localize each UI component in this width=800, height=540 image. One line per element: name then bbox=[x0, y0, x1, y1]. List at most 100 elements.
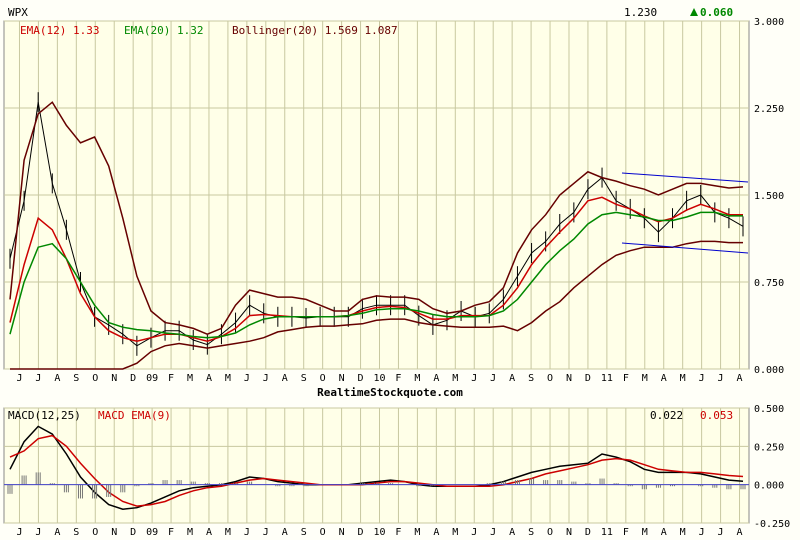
macd-panel: MACD(12,25) MACD EMA(9) 0.022 0.053 0.50… bbox=[3, 404, 790, 538]
macd-month-label: N bbox=[339, 527, 345, 538]
macd-month-label: A bbox=[509, 527, 515, 538]
macd-y-axis: 0.500 0.250 0.000 -0.250 bbox=[754, 404, 790, 530]
macd-month-label: D bbox=[358, 527, 364, 538]
price-month-label: O bbox=[547, 373, 553, 384]
price-bollinger-upper-line bbox=[9, 101, 744, 336]
macd-month-label: 11 bbox=[601, 527, 613, 538]
price-month-label: 11 bbox=[601, 373, 613, 384]
price-month-label: J bbox=[263, 373, 269, 384]
macd-y-tick-label: 0.000 bbox=[754, 481, 784, 492]
price-month-label: M bbox=[642, 373, 648, 384]
price-bollinger-lower-line bbox=[10, 240, 743, 370]
ticker-label: WPX bbox=[8, 6, 28, 19]
macd-ema-value: 0.053 bbox=[700, 409, 733, 422]
price-month-label: N bbox=[566, 373, 572, 384]
legend-ema20: EMA(20) 1.32 bbox=[124, 24, 203, 37]
macd-month-label: F bbox=[168, 527, 174, 538]
macd-month-label: M bbox=[225, 527, 231, 538]
macd-month-label: J bbox=[471, 527, 477, 538]
price-month-label: F bbox=[395, 373, 401, 384]
price-month-label: D bbox=[358, 373, 364, 384]
price-month-label: F bbox=[623, 373, 629, 384]
price-month-label: N bbox=[339, 373, 345, 384]
price-series bbox=[9, 92, 749, 370]
price-month-label: J bbox=[244, 373, 250, 384]
price-month-label: A bbox=[433, 373, 439, 384]
price-month-label: 10 bbox=[373, 373, 385, 384]
price-y-axis: 3.000 2.250 1.500 0.750 0.000 bbox=[754, 17, 784, 376]
price-month-label: S bbox=[73, 373, 79, 384]
macd-month-label: O bbox=[547, 527, 553, 538]
price-y-tick-label: 0.750 bbox=[754, 278, 784, 289]
price-month-label: J bbox=[718, 373, 724, 384]
macd-month-label: S bbox=[73, 527, 79, 538]
macd-month-label: 10 bbox=[373, 527, 385, 538]
price-month-label: S bbox=[301, 373, 307, 384]
macd-value: 0.022 bbox=[650, 409, 683, 422]
macd-month-label: 09 bbox=[146, 527, 158, 538]
macd-month-label: M bbox=[414, 527, 420, 538]
price-month-label: O bbox=[92, 373, 98, 384]
price-month-label: D bbox=[130, 373, 136, 384]
price-month-label: S bbox=[528, 373, 534, 384]
macd-x-axis: J J A S O N D 09 F M A M J J A S O N D 10 F M A M J J A S O N D 11 F M A M J… bbox=[16, 527, 742, 538]
price-change: 0.060 bbox=[700, 6, 733, 19]
price-month-label: J bbox=[16, 373, 22, 384]
price-month-label: J bbox=[35, 373, 41, 384]
macd-month-label: O bbox=[320, 527, 326, 538]
price-month-label: M bbox=[680, 373, 686, 384]
macd-month-label: A bbox=[661, 527, 667, 538]
price-month-label: M bbox=[452, 373, 458, 384]
watermark: RealtimeStockquote.com bbox=[317, 386, 463, 399]
up-arrow-icon bbox=[690, 8, 698, 16]
price-month-label: D bbox=[585, 373, 591, 384]
macd-month-label: F bbox=[395, 527, 401, 538]
price-y-tick-label: 0.000 bbox=[754, 365, 784, 376]
macd-y-tick-label: 0.250 bbox=[754, 442, 784, 453]
price-panel: WPX 1.230 0.060 EMA(12) 1.33 EMA(20) 1.3… bbox=[3, 6, 784, 399]
price-month-label: M bbox=[187, 373, 193, 384]
macd-month-label: A bbox=[206, 527, 212, 538]
macd-month-label: O bbox=[92, 527, 98, 538]
macd-month-label: D bbox=[130, 527, 136, 538]
macd-month-label: J bbox=[244, 527, 250, 538]
price-month-label: A bbox=[54, 373, 60, 384]
price-month-label: M bbox=[414, 373, 420, 384]
price-month-label: M bbox=[225, 373, 231, 384]
macd-month-label: N bbox=[111, 527, 117, 538]
legend-bollinger: Bollinger(20) 1.569 1.087 bbox=[232, 24, 398, 37]
price-month-label: A bbox=[737, 373, 743, 384]
macd-month-label: M bbox=[642, 527, 648, 538]
price-month-label: 09 bbox=[146, 373, 158, 384]
price-month-label: A bbox=[509, 373, 515, 384]
macd-month-label: N bbox=[566, 527, 572, 538]
macd-title: MACD(12,25) bbox=[8, 409, 81, 422]
macd-month-label: J bbox=[699, 527, 705, 538]
macd-month-label: S bbox=[528, 527, 534, 538]
price-gridlines bbox=[4, 20, 749, 370]
macd-month-label: J bbox=[263, 527, 269, 538]
macd-ema-label: MACD EMA(9) bbox=[98, 409, 171, 422]
trend-upper-line bbox=[621, 172, 749, 183]
price-ema-12-line bbox=[9, 196, 743, 342]
macd-month-label: J bbox=[718, 527, 724, 538]
price-x-axis: J J A S O N D 09 F M A M J J A S O N D 10 F M A M J J A S O N D 11 F M A M J… bbox=[16, 373, 742, 384]
macd-month-label: M bbox=[452, 527, 458, 538]
price-month-label: N bbox=[111, 373, 117, 384]
price-month-label: A bbox=[206, 373, 212, 384]
macd-month-label: A bbox=[54, 527, 60, 538]
macd-month-label: J bbox=[35, 527, 41, 538]
macd-month-label: D bbox=[585, 527, 591, 538]
macd-macd-ema-9-line bbox=[9, 434, 744, 507]
price-y-tick-label: 2.250 bbox=[754, 104, 784, 115]
price-y-tick-label: 1.500 bbox=[754, 191, 784, 202]
price-ema-20-line bbox=[9, 211, 743, 339]
macd-month-label: M bbox=[680, 527, 686, 538]
macd-series bbox=[4, 425, 749, 510]
macd-month-label: F bbox=[623, 527, 629, 538]
macd-month-label: A bbox=[433, 527, 439, 538]
macd-month-label: J bbox=[16, 527, 22, 538]
macd-month-label: S bbox=[301, 527, 307, 538]
price-month-label: J bbox=[490, 373, 496, 384]
